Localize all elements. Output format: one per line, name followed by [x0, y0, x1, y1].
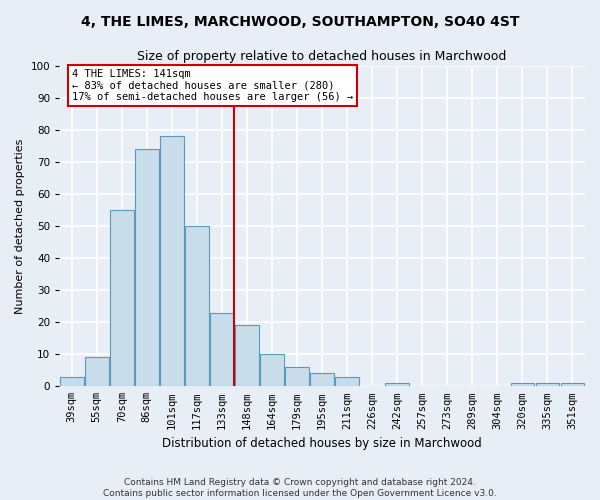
Text: Contains HM Land Registry data © Crown copyright and database right 2024.
Contai: Contains HM Land Registry data © Crown c…: [103, 478, 497, 498]
X-axis label: Distribution of detached houses by size in Marchwood: Distribution of detached houses by size …: [162, 437, 482, 450]
Bar: [160, 136, 184, 386]
Bar: [385, 383, 409, 386]
Bar: [60, 376, 83, 386]
Bar: [511, 383, 534, 386]
Bar: [560, 383, 584, 386]
Bar: [285, 367, 309, 386]
Bar: [310, 374, 334, 386]
Bar: [135, 149, 159, 386]
Bar: [185, 226, 209, 386]
Text: 4 THE LIMES: 141sqm
← 83% of detached houses are smaller (280)
17% of semi-detac: 4 THE LIMES: 141sqm ← 83% of detached ho…: [72, 69, 353, 102]
Bar: [536, 383, 559, 386]
Bar: [235, 326, 259, 386]
Bar: [260, 354, 284, 386]
Title: Size of property relative to detached houses in Marchwood: Size of property relative to detached ho…: [137, 50, 507, 63]
Bar: [210, 312, 234, 386]
Text: 4, THE LIMES, MARCHWOOD, SOUTHAMPTON, SO40 4ST: 4, THE LIMES, MARCHWOOD, SOUTHAMPTON, SO…: [81, 15, 519, 29]
Bar: [110, 210, 134, 386]
Bar: [85, 358, 109, 386]
Bar: [335, 376, 359, 386]
Y-axis label: Number of detached properties: Number of detached properties: [15, 138, 25, 314]
